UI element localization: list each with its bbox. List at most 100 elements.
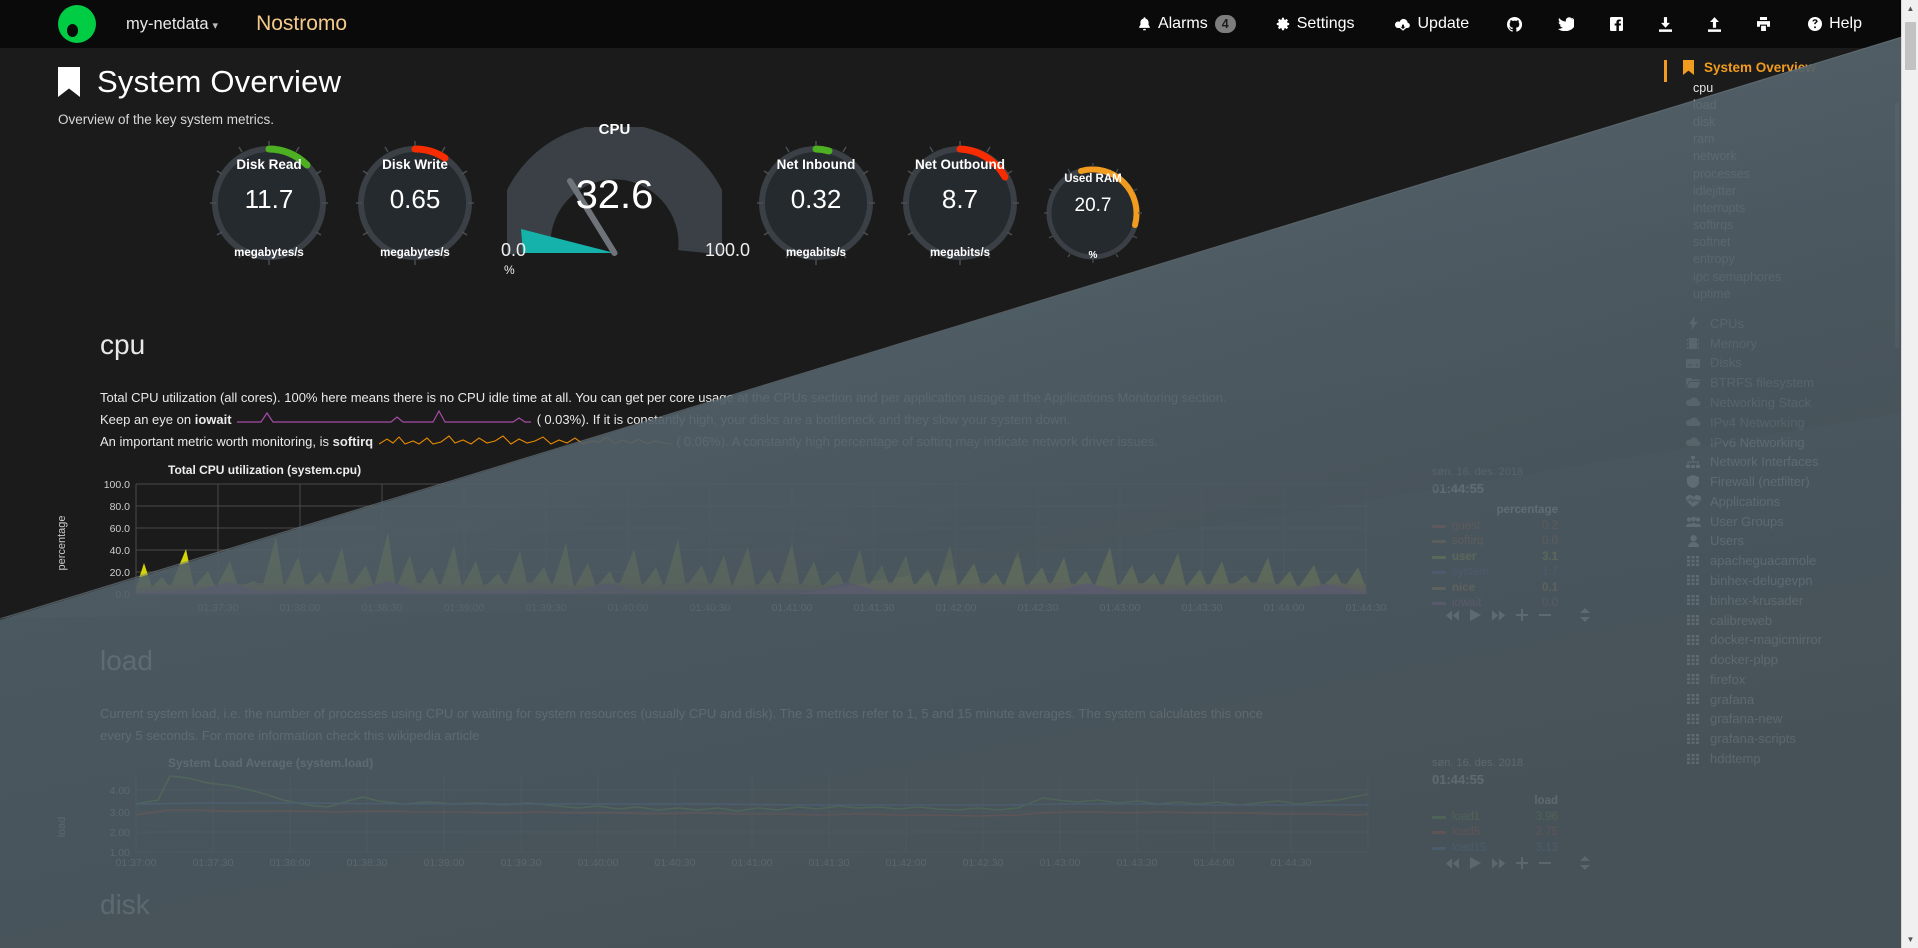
netdata-logo-icon[interactable] xyxy=(58,5,96,43)
sidebar-item-ipv6-networking[interactable]: IPv6 Networking xyxy=(1655,432,1901,452)
sidebar-item-hddtemp[interactable]: hddtemp xyxy=(1655,749,1901,769)
nav-alarms[interactable]: Alarms 4 xyxy=(1118,0,1256,48)
sidebar-item-memory[interactable]: Memory xyxy=(1655,333,1901,353)
sidebar-subitem-ram[interactable]: ram xyxy=(1693,132,1715,147)
cpu-gauge-value: 32.6 xyxy=(575,173,654,217)
sidebar-scrollbar-track[interactable] xyxy=(1895,48,1900,948)
minus-icon[interactable] xyxy=(1539,609,1551,623)
resize-icon[interactable] xyxy=(1580,856,1590,872)
gauge-disk-write[interactable]: Disk Write 0.65 megabytes/s xyxy=(355,127,475,287)
play-icon[interactable] xyxy=(1470,857,1481,871)
sidebar-subitem-softnet[interactable]: softnet xyxy=(1693,235,1731,250)
play-icon[interactable] xyxy=(1470,609,1481,623)
section-heading-load: load xyxy=(100,645,153,677)
sidebar-item-binhex-delugevpn[interactable]: binhex-delugevpn xyxy=(1655,571,1901,591)
gauge-disk-read[interactable]: Disk Read 11.7 megabytes/s xyxy=(209,127,329,287)
sidebar-item-binhex-krusader[interactable]: binhex-krusader xyxy=(1655,590,1901,610)
svg-text:01:38:00: 01:38:00 xyxy=(280,602,321,614)
gauge-value: 8.7 xyxy=(941,184,979,214)
rewind-icon[interactable] xyxy=(1446,858,1459,871)
gauge-unit: megabits/s xyxy=(785,247,847,259)
cpu-chart-canvas[interactable]: percentage 100.0 80.0 60.0 40.0 20.0 0.0 xyxy=(56,466,1655,627)
gauge-cpu[interactable]: CPU 32.6 0.0 % 100.0 xyxy=(494,121,750,316)
legend-item[interactable]: guest 0.2 xyxy=(1432,519,1558,535)
sidebar-divider xyxy=(1655,302,1901,313)
nav-import[interactable] xyxy=(1641,0,1690,48)
svg-text:01:38:30: 01:38:30 xyxy=(362,602,403,614)
sidebar-item-networking-stack[interactable]: Networking Stack xyxy=(1655,393,1901,413)
iowait-pct: 0.03%). xyxy=(544,411,590,427)
sidebar-subitem-disk[interactable]: disk xyxy=(1693,114,1716,129)
nav-twitter[interactable] xyxy=(1540,0,1592,48)
sidebar-scrollbar-thumb[interactable] xyxy=(1895,103,1899,348)
sidebar-item-apacheguacamole[interactable]: apacheguacamole xyxy=(1655,551,1901,571)
nav-export[interactable] xyxy=(1690,0,1739,48)
legend-item[interactable]: load5 2.75 xyxy=(1432,825,1558,841)
gauge-net-inbound[interactable]: Net Inbound 0.32 megabits/s xyxy=(756,127,876,287)
sidebar-subitem-softirqs[interactable]: softirqs xyxy=(1693,218,1734,233)
sidebar-subitem-network[interactable]: network xyxy=(1693,149,1737,164)
legend-item[interactable]: system 1.7 xyxy=(1432,565,1558,581)
sidebar-item-docker-plpp[interactable]: docker-plpp xyxy=(1655,650,1901,670)
sidebar-item-grafana-new[interactable]: grafana-new xyxy=(1655,709,1901,729)
gauge-used-ram[interactable]: Used RAM 20.7 % xyxy=(1043,151,1143,281)
sidebar-item-user-groups[interactable]: User Groups xyxy=(1655,511,1901,531)
rewind-icon[interactable] xyxy=(1446,610,1459,623)
sidebar-item-label: Firewall (netfilter) xyxy=(1710,474,1810,490)
sidebar-item-grafana[interactable]: grafana xyxy=(1655,689,1901,709)
sidebar-item-cpus[interactable]: CPUs xyxy=(1655,313,1901,333)
nav-facebook[interactable] xyxy=(1592,0,1641,48)
scroll-up-arrow[interactable]: ▲ xyxy=(1902,0,1918,17)
legend-item[interactable]: load15 3.13 xyxy=(1432,841,1558,857)
plus-icon[interactable] xyxy=(1516,857,1528,871)
load-chart-canvas[interactable]: load 4.00 3.00 2.00 1.00 xyxy=(56,757,1655,875)
sidebar-subitem-uptime[interactable]: uptime xyxy=(1693,286,1731,301)
nav-print[interactable] xyxy=(1739,0,1788,48)
gauges-row: Disk Read 11.7 megabytes/s xyxy=(0,121,1655,316)
th-icon xyxy=(1685,575,1701,586)
legend-item[interactable]: load1 3.96 xyxy=(1432,810,1558,826)
sidebar-item-grafana-scripts[interactable]: grafana-scripts xyxy=(1655,729,1901,749)
forward-icon[interactable] xyxy=(1492,610,1505,623)
right-sidebar[interactable]: System Overview cpu load disk ram networ… xyxy=(1655,48,1901,948)
svg-text:4.00: 4.00 xyxy=(110,785,131,797)
sidebar-item-label: calibreweb xyxy=(1710,612,1773,628)
nav-help[interactable]: Help xyxy=(1788,0,1882,48)
gauge-net-outbound[interactable]: Net Outbound 8.7 megabits/s xyxy=(900,127,1020,287)
sidebar-item-disks[interactable]: Disks xyxy=(1655,353,1901,373)
sidebar-item-users[interactable]: Users xyxy=(1655,531,1901,551)
page-scrollbar-thumb[interactable] xyxy=(1905,22,1916,70)
sidebar-item-ipv4-networking[interactable]: IPv4 Networking xyxy=(1655,412,1901,432)
sidebar-item-system-overview[interactable]: System Overview xyxy=(1655,48,1901,82)
page-scrollbar[interactable]: ▲ ▼ xyxy=(1901,0,1918,948)
sidebar-subitem-processes[interactable]: processes xyxy=(1693,166,1750,181)
legend-item[interactable]: softirq 0.0 xyxy=(1432,534,1558,550)
host-selector[interactable]: my-netdata ▾ xyxy=(126,15,218,34)
sidebar-item-firefox[interactable]: firefox xyxy=(1655,670,1901,690)
sidebar-subitem-load[interactable]: load xyxy=(1693,97,1717,112)
resize-icon[interactable] xyxy=(1580,608,1590,624)
scroll-down-arrow[interactable]: ▼ xyxy=(1902,931,1918,948)
legend-item[interactable]: nice 0.1 xyxy=(1432,581,1558,597)
legend-name: softirq xyxy=(1452,535,1484,548)
legend-item[interactable]: user 3.1 xyxy=(1432,550,1558,566)
plus-icon[interactable] xyxy=(1516,609,1528,623)
sidebar-subitem-idlejitter[interactable]: idlejitter xyxy=(1693,183,1737,198)
nav-update[interactable]: Update xyxy=(1375,0,1490,48)
sidebar-subitem-interrupts[interactable]: interrupts xyxy=(1693,200,1746,215)
sidebar-item-docker-magicmirror[interactable]: docker-magicmirror xyxy=(1655,630,1901,650)
sidebar-item-firewall-netfilter[interactable]: Firewall (netfilter) xyxy=(1655,472,1901,492)
minus-icon[interactable] xyxy=(1539,857,1551,871)
nav-settings[interactable]: Settings xyxy=(1256,0,1375,48)
nav-github[interactable] xyxy=(1489,0,1540,48)
sidebar-item-applications[interactable]: Applications xyxy=(1655,491,1901,511)
sidebar-item-calibreweb[interactable]: calibreweb xyxy=(1655,610,1901,630)
forward-icon[interactable] xyxy=(1492,858,1505,871)
sidebar-subitem-ipc-semaphores[interactable]: ipc semaphores xyxy=(1693,269,1782,284)
sidebar-item-btrfs-filesystem[interactable]: BTRFS filesystem xyxy=(1655,373,1901,393)
svg-text:01:40:30: 01:40:30 xyxy=(690,602,731,614)
sidebar-subitem-entropy[interactable]: entropy xyxy=(1693,252,1735,267)
svg-text:80.0: 80.0 xyxy=(110,501,131,513)
sidebar-item-network-interfaces[interactable]: Network Interfaces xyxy=(1655,452,1901,472)
sidebar-subitem-cpu[interactable]: cpu xyxy=(1693,80,1714,95)
